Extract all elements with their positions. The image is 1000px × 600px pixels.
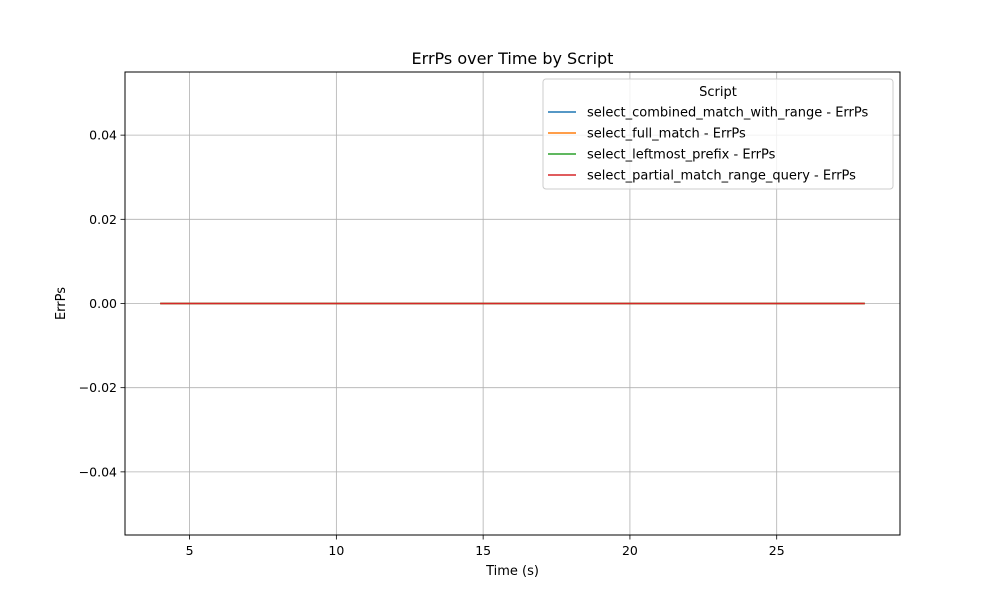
legend-entry-label: select_partial_match_range_query - ErrPs xyxy=(587,169,856,184)
x-tick-label: 25 xyxy=(769,543,785,558)
x-tick-label: 10 xyxy=(328,543,344,558)
x-ticks: 5 10 15 20 25 xyxy=(186,535,785,558)
chart-title: ErrPs over Time by Script xyxy=(412,49,614,68)
x-tick-label: 20 xyxy=(622,543,638,558)
y-axis-label: ErrPs xyxy=(54,287,69,320)
y-tick-label: 0.02 xyxy=(89,212,117,227)
y-tick-label: 0.00 xyxy=(89,296,117,311)
x-tick-label: 15 xyxy=(475,543,491,558)
y-tick-label: −0.04 xyxy=(79,464,117,479)
x-axis-label: Time (s) xyxy=(485,564,539,579)
legend: Script select_combined_match_with_range … xyxy=(542,78,894,190)
y-tick-label: −0.02 xyxy=(79,380,117,395)
legend-box xyxy=(542,78,894,190)
legend-entry-label: select_combined_match_with_range - ErrPs xyxy=(587,106,868,121)
x-tick-label: 5 xyxy=(186,543,194,558)
legend-entry-label: select_full_match - ErrPs xyxy=(587,127,746,142)
y-ticks: −0.04 −0.02 0.00 0.02 0.04 xyxy=(79,128,125,479)
legend-items: select_combined_match_with_range - ErrPs… xyxy=(548,106,868,184)
legend-entry-label: select_leftmost_prefix - ErrPs xyxy=(587,148,776,163)
y-tick-label: 0.04 xyxy=(89,128,117,143)
legend-title: Script xyxy=(699,85,737,100)
